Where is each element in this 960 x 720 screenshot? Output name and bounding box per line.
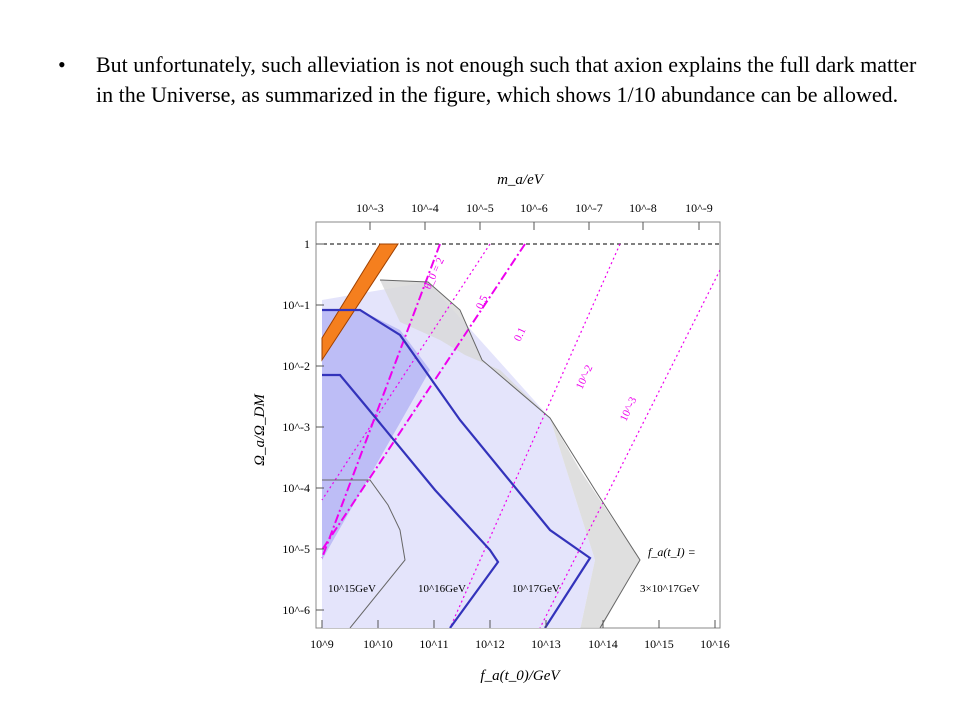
bottom-tick-label: 10^11 xyxy=(419,637,448,651)
bottom-axis-label: f_a(t_0)/GeV xyxy=(480,668,561,684)
bottom-tick-label: 10^10 xyxy=(363,637,393,651)
region-label-1e16: 10^16GeV xyxy=(418,583,466,595)
top-tick-label: 10^-4 xyxy=(411,201,439,215)
theta-line-0.1 xyxy=(321,243,526,551)
top-tick-label: 10^-3 xyxy=(356,201,384,215)
bottom-tick-label: 10^16 xyxy=(700,637,730,651)
curve-1e15-gev xyxy=(322,479,406,628)
curve-3e17-gev xyxy=(379,279,641,628)
allowed-region-dark xyxy=(322,310,430,560)
top-tick-label: 10^-5 xyxy=(466,201,494,215)
theta-label: 0.1 xyxy=(512,326,529,344)
y-tick-label: 10^-1 xyxy=(282,298,310,312)
bottom-tick-label: 10^14 xyxy=(588,637,618,651)
bullet-symbol: • xyxy=(58,52,66,77)
axion-abundance-figure: m_a/eV 10^-3 10^-4 10^-5 10^-6 10^-7 10^… xyxy=(252,172,730,684)
bottom-tick-labels: 10^9 10^10 10^11 10^12 10^13 10^14 10^15… xyxy=(310,637,730,651)
region-labels: 10^15GeV 10^16GeV 10^17GeV 3×10^17GeV xyxy=(328,583,700,595)
theta-label: 10^-2 xyxy=(574,363,596,391)
bottom-tick-label: 10^12 xyxy=(475,637,505,651)
curve-1e17-gev xyxy=(322,308,592,628)
bottom-tick-label: 10^15 xyxy=(644,637,674,651)
region-label-1e17: 10^17GeV xyxy=(512,583,560,595)
bottom-axis-ticks xyxy=(321,620,716,628)
theta-label: 0.5 xyxy=(474,293,491,311)
theta-line-2 xyxy=(321,243,441,559)
theta-line-1e-3 xyxy=(539,269,720,628)
theta-label: 10^-3 xyxy=(618,395,640,423)
fa-ti-header: f_a(t_I) = xyxy=(648,545,696,559)
y-tick-label: 10^-3 xyxy=(282,420,310,434)
bottom-tick-label: 10^9 xyxy=(310,637,334,651)
theta-label: θ_0 = 2 xyxy=(422,256,447,291)
left-axis-ticks xyxy=(316,243,324,611)
region-label-3e17: 3×10^17GeV xyxy=(640,583,700,595)
curve-1e16-gev xyxy=(322,373,500,628)
top-axis-ticks xyxy=(369,222,700,230)
y-tick-label: 10^-4 xyxy=(282,481,310,495)
y-tick-label: 10^-5 xyxy=(282,542,310,556)
theta-line-0.5 xyxy=(321,243,491,501)
region-label-1e15: 10^15GeV xyxy=(328,583,376,595)
top-tick-labels: 10^-3 10^-4 10^-5 10^-6 10^-7 10^-8 10^-… xyxy=(356,201,713,215)
top-tick-label: 10^-6 xyxy=(520,201,548,215)
y-tick-label: 10^-6 xyxy=(282,603,310,617)
top-tick-label: 10^-7 xyxy=(575,201,603,215)
y-tick-label: 1 xyxy=(304,237,310,251)
y-axis-label: Ω_a/Ω_DM xyxy=(252,393,268,466)
bottom-tick-label: 10^13 xyxy=(531,637,561,651)
y-tick-label: 10^-2 xyxy=(282,359,310,373)
left-tick-labels: 1 10^-1 10^-2 10^-3 10^-4 10^-5 10^-6 xyxy=(282,237,310,617)
top-tick-label: 10^-8 xyxy=(629,201,657,215)
orange-excluded-band xyxy=(321,243,399,362)
top-axis-label: m_a/eV xyxy=(497,172,545,188)
bullet-text: But unfortunately, such alleviation is n… xyxy=(96,52,917,107)
top-tick-label: 10^-9 xyxy=(685,201,713,215)
gray-band xyxy=(380,280,640,628)
